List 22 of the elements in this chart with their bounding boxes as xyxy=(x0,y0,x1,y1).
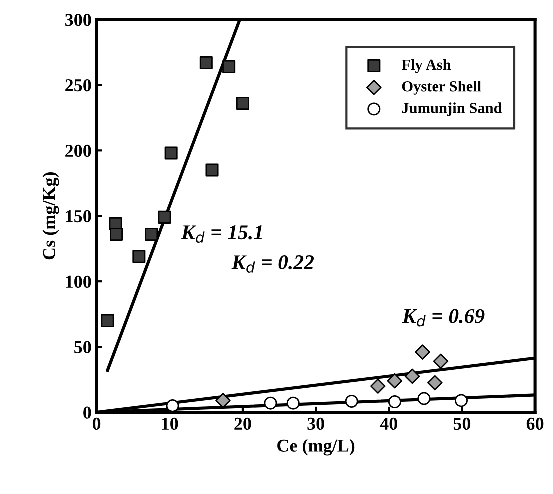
y-tick-label: 200 xyxy=(66,144,92,158)
x-axis-title: Ce (mg/L) xyxy=(278,439,355,456)
x-tick-label: 50 xyxy=(454,418,471,430)
legend-label: Jumunjin Sand xyxy=(402,102,502,116)
y-tick-label: 100 xyxy=(66,276,92,288)
y-axis-title: Cs (mg/Kg) xyxy=(42,172,60,260)
x-tick-label: 0 xyxy=(92,418,101,430)
annotation: K$_{d}$ = 15.1 xyxy=(181,226,262,244)
legend-label: Fly Ash xyxy=(402,59,452,74)
y-tick-label: 0 xyxy=(84,406,92,419)
y-tick-label: 300 xyxy=(66,14,92,26)
x-tick-label: 40 xyxy=(380,418,398,430)
annotation: K$_{d}$ = 0.69 xyxy=(402,309,485,327)
y-tick-label: 50 xyxy=(74,341,92,354)
x-tick-label: 20 xyxy=(234,418,252,430)
annotation: K$_{d}$ = 0.22 xyxy=(232,255,314,273)
y-tick-label: 250 xyxy=(66,79,92,92)
x-tick-label: 30 xyxy=(308,418,324,430)
x-tick-label: 60 xyxy=(526,418,544,430)
x-tick-label: 10 xyxy=(162,418,178,430)
legend-label: Oyster Shell xyxy=(402,80,482,95)
y-tick-label: 150 xyxy=(66,210,92,223)
